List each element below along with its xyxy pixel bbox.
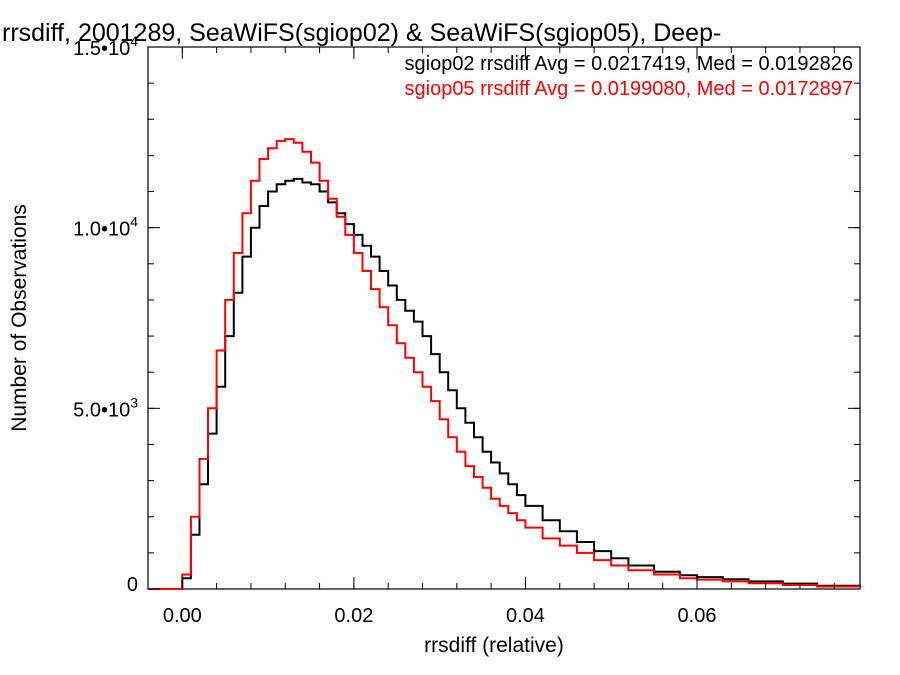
x-axis-label: rrsdiff (relative) bbox=[424, 634, 564, 657]
x-tick-label: 0.00 bbox=[163, 605, 202, 627]
y-tick-label: 5.0•103 bbox=[73, 394, 138, 421]
y-tick-label: 1.5•104 bbox=[73, 33, 138, 60]
series-layer bbox=[148, 138, 861, 590]
legend-entry-1: sgiop02 rrsdiff Avg = 0.0217419, Med = 0… bbox=[405, 53, 854, 75]
x-tick-label: 0.06 bbox=[678, 605, 717, 627]
series-line-2 bbox=[148, 138, 861, 590]
series-line-1 bbox=[148, 177, 861, 590]
y-axis-label: Number of Observations bbox=[8, 204, 31, 432]
y-tick-label: 0 bbox=[127, 574, 138, 596]
chart-title: rrsdiff, 2001289, SeaWiFS(sgiop02) & Sea… bbox=[2, 19, 721, 47]
x-tick-label: 0.02 bbox=[334, 605, 373, 627]
axis-ticks bbox=[147, 46, 860, 590]
plot-frame bbox=[147, 46, 861, 590]
plot-area bbox=[147, 46, 861, 590]
x-axis-tick-labels: 0.00 0.02 0.04 0.06 bbox=[163, 605, 717, 627]
y-axis-tick-labels: 0 5.0•103 1.0•104 1.5•104 bbox=[73, 33, 138, 596]
legend-entry-2: sgiop05 rrsdiff Avg = 0.0199080, Med = 0… bbox=[405, 78, 854, 100]
x-tick-label: 0.04 bbox=[506, 605, 545, 627]
y-tick-label: 1.0•104 bbox=[73, 214, 138, 241]
legend: sgiop02 rrsdiff Avg = 0.0217419, Med = 0… bbox=[405, 53, 854, 100]
